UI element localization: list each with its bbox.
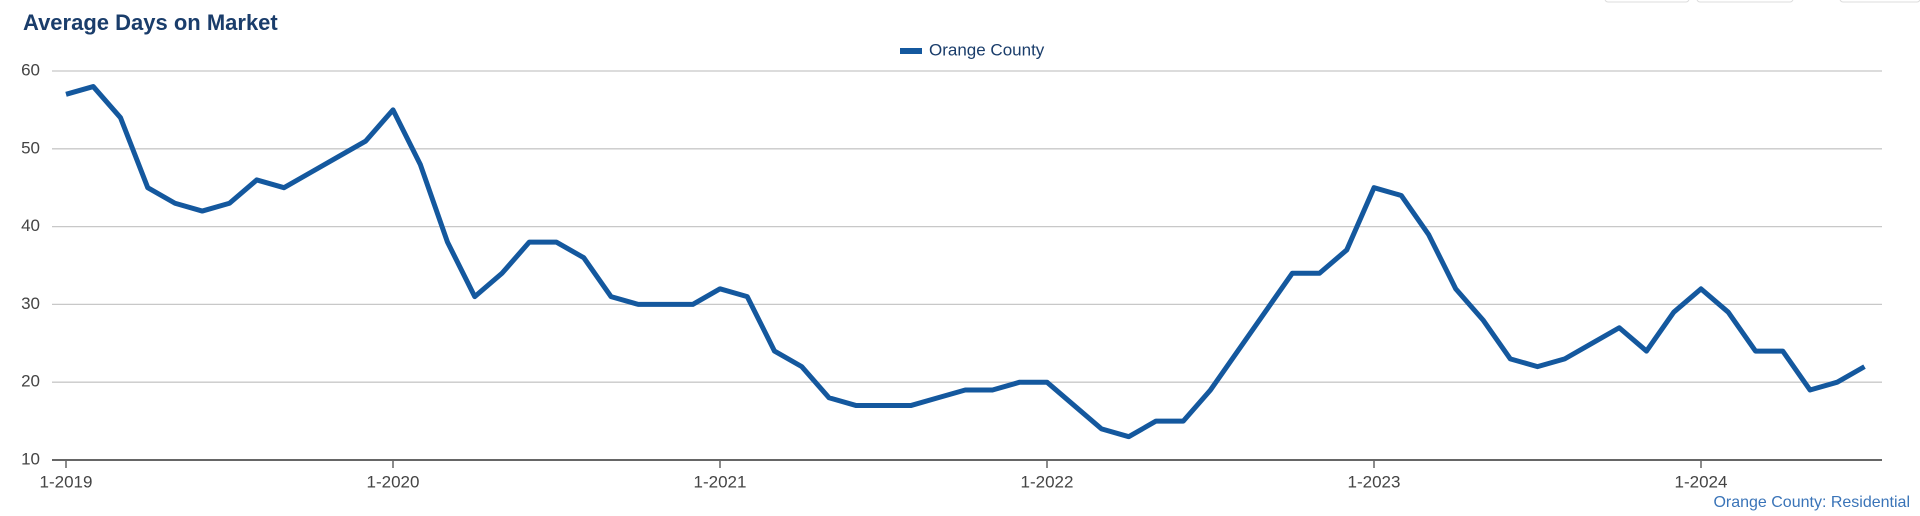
y-tick-label: 40: [21, 216, 40, 235]
x-tick-label: 1-2019: [40, 472, 93, 491]
x-tick-label: 1-2021: [694, 472, 747, 491]
source: Orange County: Residential: [1713, 494, 1910, 511]
x-tick-label: 1-2023: [1348, 472, 1401, 491]
y-tick-label: 50: [21, 138, 40, 157]
x-tick-label: 1-2022: [1021, 472, 1074, 491]
x-tick-label: 1-2024: [1675, 472, 1728, 491]
y-tick-label: 20: [21, 372, 40, 391]
button[interactable]: [1696, 0, 1794, 3]
legend-label: Orange County: [929, 40, 1045, 59]
button[interactable]: [1604, 0, 1690, 3]
button[interactable]: [1839, 0, 1920, 3]
chart-title: Average Days on Market: [23, 10, 278, 35]
y-tick-label: 10: [21, 449, 40, 468]
data-line: [65, 84, 1866, 440]
x-tick-label: 1-2020: [367, 472, 420, 491]
y-tick-label: 60: [21, 60, 40, 79]
y-tick-label: 30: [21, 294, 40, 313]
